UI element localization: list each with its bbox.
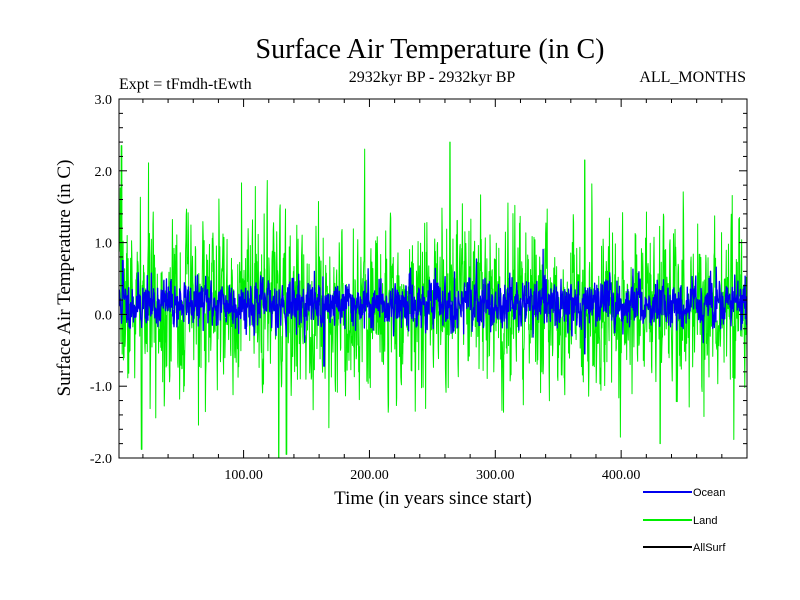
y-tick-label: -2.0 [90, 452, 112, 467]
plot-frame [118, 98, 748, 459]
experiment-label: Expt = tFmdh-tEwth [119, 76, 252, 93]
legend-label-ocean: Ocean [693, 487, 725, 499]
x-tick-label: 300.00 [476, 468, 515, 483]
y-tick-label: 1.0 [95, 237, 113, 252]
x-tick-label: 200.00 [350, 468, 389, 483]
y-axis-label: Surface Air Temperature (in C) [54, 160, 75, 397]
series-layer [119, 141, 747, 458]
months-label: ALL_MONTHS [639, 69, 746, 86]
series-line-ocean [119, 248, 747, 367]
x-tick-label: 100.00 [224, 468, 263, 483]
x-axis-label: Time (in years since start) [334, 488, 532, 509]
x-tick-label: 400.00 [602, 468, 641, 483]
y-tick-label: 2.0 [95, 165, 113, 180]
y-tick-label: 3.0 [95, 93, 113, 108]
y-tick-label: 0.0 [95, 308, 113, 323]
legend-label-allsurf: AllSurf [693, 542, 726, 554]
period-label: 2932kyr BP - 2932kyr BP [349, 69, 516, 86]
axis-layer: 100.00 200.00 300.00 400.00 -2.0 -1.0 0.0 1.0 2.… [90, 93, 747, 483]
chart-title: Surface Air Temperature (in C) [256, 34, 605, 65]
legend: Ocean Land AllSurf [643, 487, 726, 554]
series-line-land [119, 141, 747, 458]
y-tick-label: -1.0 [90, 380, 112, 395]
legend-label-land: Land [693, 515, 717, 527]
